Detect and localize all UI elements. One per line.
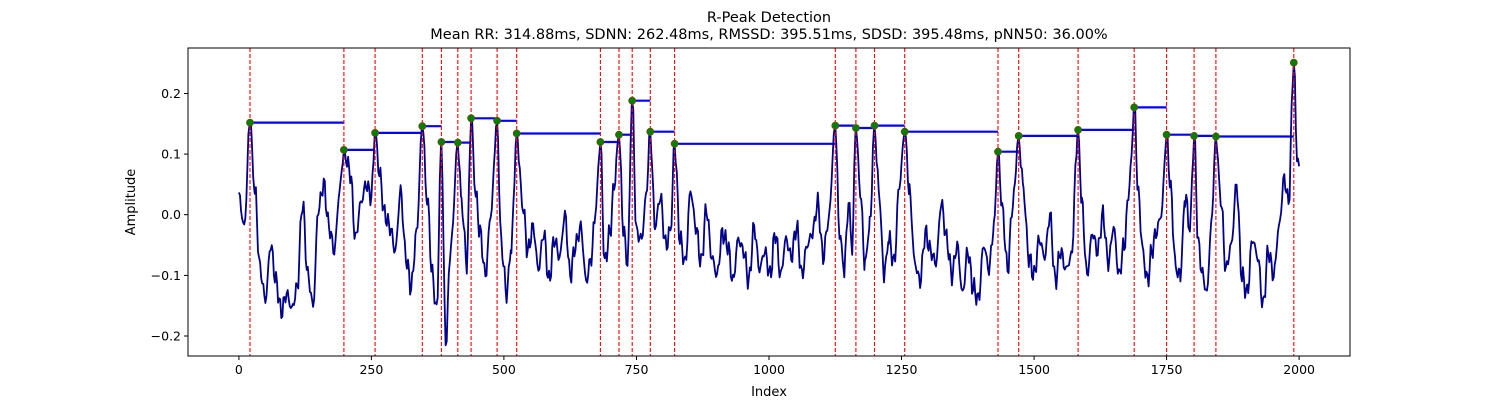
peak-marker [870,121,879,130]
x-tick-label: 500 [492,362,516,377]
peak-marker [596,138,605,146]
x-tick-label: 250 [359,362,383,377]
peak-marker [646,127,655,136]
axes: 0 250 500 750 1000 1250 1500 1750 2000 −0.2 −0.1 0.… [151,47,1351,377]
peak-marker [615,130,623,139]
peak-marker [437,138,446,146]
peak-line-layer [249,48,1295,356]
x-tick-label: 1000 [753,362,785,377]
peak-marker [1130,103,1139,112]
signal-layer [238,61,1300,347]
peak-marker [852,124,860,132]
chart-title: R-Peak Detection [707,10,831,26]
x-tick-label: 1750 [1151,362,1183,377]
y-tick-label: −0.2 [151,329,181,344]
peak-marker-layer [246,58,1298,156]
x-tick-label: 750 [625,362,649,377]
peak-marker [418,122,427,131]
x-tick-label: 1250 [886,362,918,377]
peak-marker [339,145,348,154]
x-axis-label: Index [751,385,787,400]
peak-marker [628,96,637,105]
peak-marker [1289,58,1298,67]
peak-marker [1014,131,1023,140]
ecg-signal-line [238,61,1300,347]
chart-subtitle: Mean RR: 314.88ms, SDNN: 262.48ms, RMSSD… [430,27,1107,43]
peak-marker [831,121,840,130]
peak-marker [900,127,909,136]
x-tick-label: 2000 [1283,362,1315,377]
peak-marker [371,128,379,137]
peak-marker [1162,130,1171,139]
peak-marker [1190,131,1198,140]
y-tick-label: 0.2 [161,86,181,101]
y-tick-label: 0.1 [161,147,181,162]
peak-marker [994,147,1002,156]
y-axis-label: Amplitude [124,169,139,236]
y-tick-label: 0.0 [161,207,181,222]
y-tick-label: −0.1 [151,268,181,283]
peak-marker [246,118,254,127]
peak-marker [670,139,679,148]
x-tick-label: 0 [235,362,243,377]
peak-marker [467,114,475,123]
peak-marker [493,116,501,125]
peak-marker [512,129,521,138]
peak-marker [453,138,462,147]
peak-marker [1074,125,1082,134]
x-tick-label: 1500 [1018,362,1050,377]
peak-marker [1212,132,1220,141]
